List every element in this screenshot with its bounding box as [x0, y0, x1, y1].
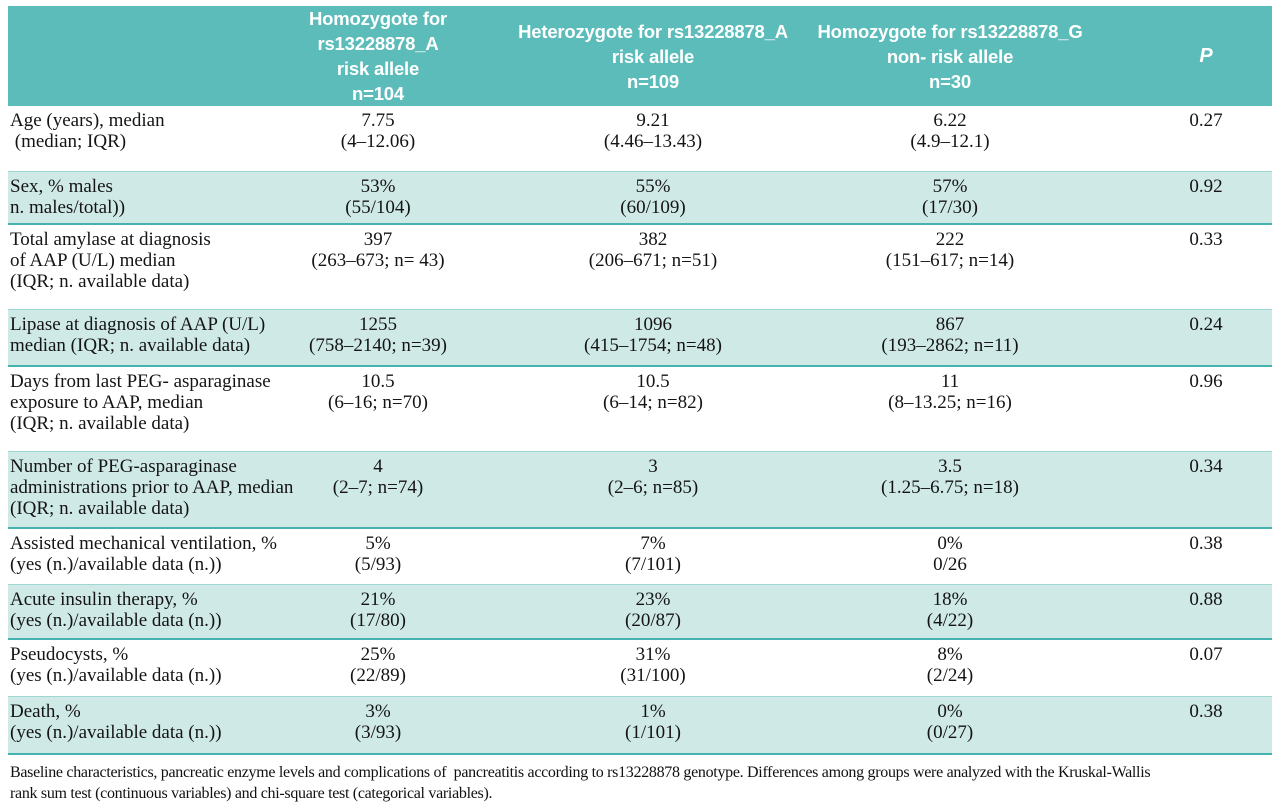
- table-body: Age (years), median (median; IQR) 7.75 (…: [8, 106, 1272, 755]
- cell-value: 10.5 (6–16; n=70): [328, 371, 428, 413]
- p-value: 0.34: [1100, 450, 1272, 529]
- cell-value: 0% 0/26: [933, 533, 967, 575]
- row-label: Pseudocysts, % (yes (n.)/available data …: [10, 644, 222, 686]
- table-row-insulin: Acute insulin therapy, % (yes (n.)/avail…: [8, 583, 1272, 640]
- cell-value: 10.5 (6–14; n=82): [603, 371, 703, 413]
- table-row-age: Age (years), median (median; IQR) 7.75 (…: [8, 106, 1272, 171]
- header-row: Homozygote for rs13228878_A risk allele …: [8, 6, 1272, 106]
- cell-value: 31% (31/100): [620, 644, 686, 686]
- cell-value: 9.21 (4.46–13.43): [603, 110, 703, 152]
- cell-value: 382 (206–671; n=51): [588, 229, 718, 271]
- cell-value: 1255 (758–2140; n=39): [250, 308, 506, 367]
- table-row-death: Death, % (yes (n.)/available data (n.)) …: [8, 695, 1272, 755]
- cell-value: 4 (2–7; n=74): [250, 450, 506, 529]
- cell-value: 3.5 (1.25–6.75; n=18): [800, 450, 1100, 529]
- header-heterozygote-a: Heterozygote for rs13228878_A risk allel…: [506, 6, 800, 106]
- header-homozygote-g: Homozygote for rs13228878_G non- risk al…: [800, 6, 1100, 106]
- genotype-table: Homozygote for rs13228878_A risk allele …: [8, 6, 1272, 755]
- cell-value: 7% (7/101): [625, 533, 681, 575]
- cell-value: 23% (20/87): [506, 583, 800, 640]
- cell-value: 867 (193–2862; n=11): [800, 308, 1100, 367]
- cell-value: 1096 (415–1754; n=48): [506, 308, 800, 367]
- cell-value: 222 (151–617; n=14): [885, 229, 1015, 271]
- cell-value: 8% (2/24): [926, 644, 974, 686]
- p-value: 0.38: [1189, 533, 1223, 554]
- p-value: 0.38: [1100, 695, 1272, 755]
- p-value: 0.07: [1189, 644, 1223, 665]
- row-label: Age (years), median (median; IQR): [10, 110, 165, 152]
- cell-value: 7.75 (4–12.06): [340, 110, 416, 152]
- p-value: 0.96: [1189, 371, 1223, 392]
- row-label: Days from last PEG- asparaginase exposur…: [10, 371, 271, 434]
- table-row-amylase: Total amylase at diagnosis of AAP (U/L) …: [8, 224, 1272, 309]
- p-value: 0.33: [1189, 229, 1223, 250]
- table-row-lipase: Lipase at diagnosis of AAP (U/L) median …: [8, 308, 1272, 367]
- row-label: Death, % (yes (n.)/available data (n.)): [8, 695, 250, 755]
- table-row-ventilation: Assisted mechanical ventilation, % (yes …: [8, 528, 1272, 584]
- header-empty-cell: [8, 6, 250, 106]
- table-row-administrations: Number of PEG-asparaginase administratio…: [8, 450, 1272, 529]
- row-label: Acute insulin therapy, % (yes (n.)/avail…: [8, 583, 250, 640]
- row-label: Assisted mechanical ventilation, % (yes …: [10, 533, 277, 575]
- cell-value: 11 (8–13.25; n=16): [888, 371, 1012, 413]
- header-p-value: P: [1100, 6, 1272, 106]
- cell-value: 53% (55/104): [250, 170, 506, 225]
- table-header: Homozygote for rs13228878_A risk allele …: [8, 6, 1272, 106]
- cell-value: 55% (60/109): [506, 170, 800, 225]
- cell-value: 21% (17/80): [250, 583, 506, 640]
- table-row-sex: Sex, % males n. males/total)) 53% (55/10…: [8, 170, 1272, 225]
- p-value: 0.92: [1100, 170, 1272, 225]
- row-label: Total amylase at diagnosis of AAP (U/L) …: [10, 229, 211, 292]
- cell-value: 5% (5/93): [354, 533, 402, 575]
- row-label: Lipase at diagnosis of AAP (U/L) median …: [8, 308, 265, 367]
- cell-value: 3% (3/93): [250, 695, 506, 755]
- p-value: 0.88: [1100, 583, 1272, 640]
- cell-value: 3 (2–6; n=85): [506, 450, 800, 529]
- cell-value: 25% (22/89): [350, 644, 406, 686]
- row-label: Sex, % males n. males/total)): [8, 170, 250, 225]
- figure-caption: Baseline characteristics, pancreatic enz…: [10, 764, 1151, 802]
- row-label: Number of PEG-asparaginase administratio…: [8, 450, 293, 529]
- cell-value: 397 (263–673; n= 43): [311, 229, 445, 271]
- cell-value: 18% (4/22): [800, 583, 1100, 640]
- p-value: 0.27: [1189, 110, 1223, 131]
- table-row-days-from-exposure: Days from last PEG- asparaginase exposur…: [8, 366, 1272, 451]
- header-homozygote-a: Homozygote for rs13228878_A risk allele …: [250, 6, 506, 106]
- cell-value: 0% (0/27): [800, 695, 1100, 755]
- cell-value: 57% (17/30): [800, 170, 1100, 225]
- p-value: 0.24: [1100, 308, 1272, 367]
- cell-value: 1% (1/101): [506, 695, 800, 755]
- table-row-pseudocysts: Pseudocysts, % (yes (n.)/available data …: [8, 639, 1272, 696]
- cell-value: 6.22 (4.9–12.1): [910, 110, 990, 152]
